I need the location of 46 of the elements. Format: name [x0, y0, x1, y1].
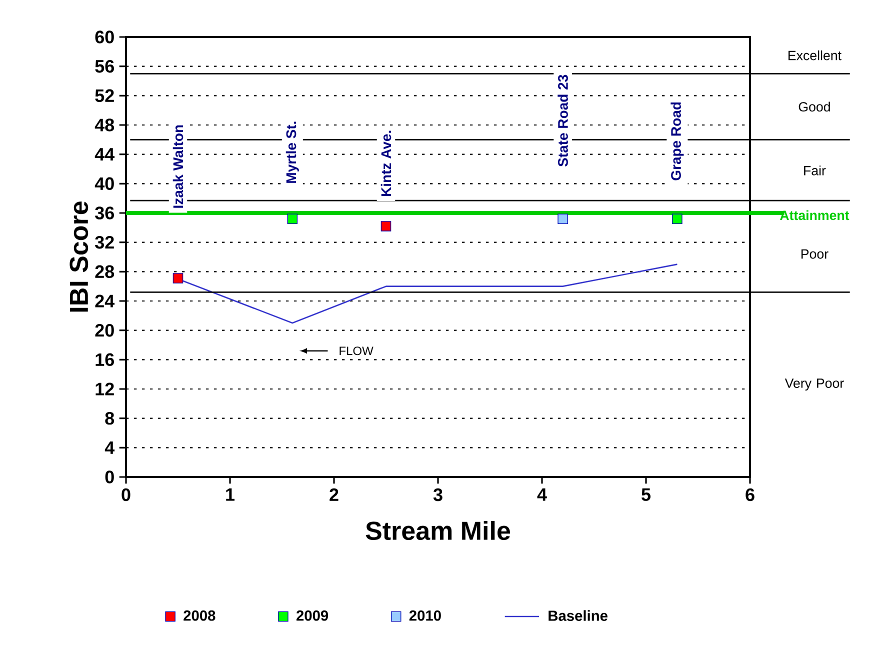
annotation: FLOW [340, 346, 374, 356]
text: Excellent [788, 50, 842, 60]
y-tick-label: 32 [95, 236, 114, 249]
point [287, 214, 298, 224]
y-tick-label: 16 [96, 353, 114, 366]
y-tick-label: 24 [95, 294, 115, 308]
y-tick-label: 28 [95, 265, 114, 278]
y-tick-label: 0 [105, 470, 114, 484]
point [380, 221, 392, 232]
text: Fair [804, 166, 826, 176]
y-tick-label: 12 [96, 382, 114, 396]
y-tick-label: 20 [95, 324, 114, 337]
y-tick-label: 44 [94, 148, 115, 161]
x-tick-label: 5 [642, 488, 651, 501]
x-tick-label: 2 [330, 488, 338, 501]
x-tick-label: 0 [122, 488, 130, 502]
y-tick-label: 4 [104, 441, 115, 454]
text: Poor [801, 249, 828, 259]
annotation: State Road 23 [558, 74, 568, 167]
annotation: Izaak Walton [172, 125, 184, 208]
y-axis-title: IBI Score [70, 202, 88, 312]
legend-label: 2009 [296, 610, 328, 621]
point [558, 214, 568, 224]
x-axis-title: Stream Mile [366, 520, 510, 540]
x-tick-label: 4 [537, 488, 547, 501]
y-tick-label: 60 [95, 30, 114, 44]
x-tick-label: 3 [433, 488, 442, 502]
y-tick-label: 56 [95, 60, 114, 73]
text: Good [798, 102, 830, 112]
legend-label: 2010 [409, 610, 441, 621]
point [172, 273, 184, 284]
legend-label: Baseline [548, 610, 608, 621]
y-tick-label: 52 [95, 89, 114, 102]
ref-line-label: Attainment [780, 210, 850, 220]
y-tick-label: 40 [94, 177, 114, 190]
legend-label: 2008 [184, 610, 216, 621]
text: Very Poor [784, 378, 844, 391]
annotation: Myrtle St. [286, 122, 299, 183]
y-tick-label: 48 [94, 118, 114, 132]
annotation: Kintz Ave. [380, 130, 392, 196]
x-tick-label: 6 [746, 488, 754, 502]
annotation: Grape Road [670, 102, 684, 180]
point [672, 214, 682, 224]
x-tick-label: 1 [226, 488, 235, 501]
y-tick-label: 36 [95, 206, 114, 220]
y-tick-label: 8 [105, 412, 114, 425]
